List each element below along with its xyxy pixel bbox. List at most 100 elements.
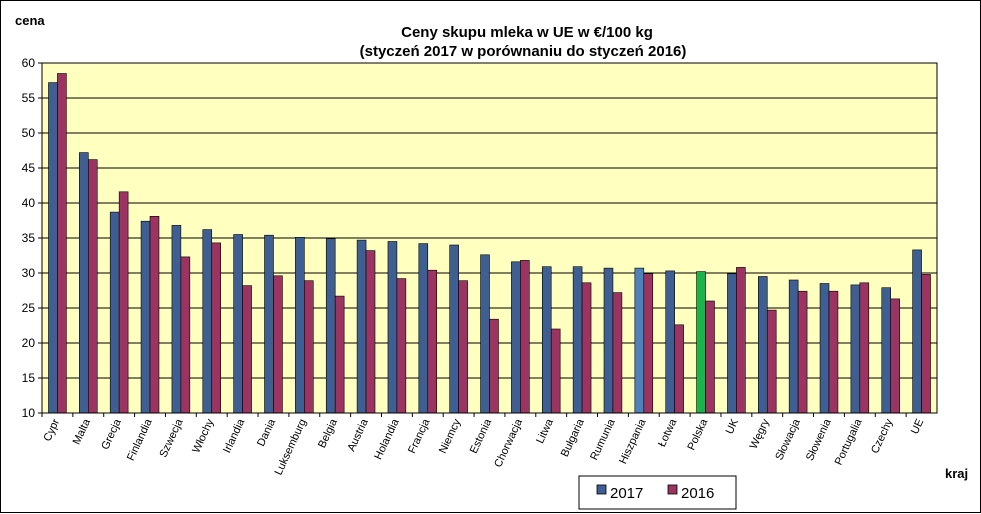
bar-2016-4 <box>149 216 160 414</box>
bar-2016-5 <box>180 256 191 414</box>
x-category-label: Luksemburg <box>273 417 309 477</box>
bar-2017-22 <box>696 271 706 414</box>
x-category-label: Litwa <box>534 416 556 445</box>
x-category-label: Estonia <box>468 416 495 455</box>
x-category-label: Dania <box>255 416 278 448</box>
bar-2016-10 <box>334 295 345 414</box>
x-category-label: Hiszpania <box>617 416 649 466</box>
bar-2017-5 <box>171 225 182 414</box>
bar-2016-29 <box>921 274 931 414</box>
x-category-label: Rumunia <box>588 416 618 462</box>
y-tick-label: 55 <box>22 91 36 105</box>
y-tick-label: 10 <box>22 406 36 420</box>
bar-2016-26 <box>828 290 839 414</box>
x-category-label: Włochy <box>190 417 216 455</box>
bar-2017-29 <box>912 249 922 414</box>
x-category-label: Portugalia <box>833 416 865 467</box>
x-axis-title: kraj <box>945 466 968 481</box>
bar-2016-18 <box>581 282 592 414</box>
bar-2016-3 <box>118 191 129 414</box>
x-category-label: Holandia <box>372 416 402 461</box>
x-category-label: Czechy <box>869 417 896 456</box>
bar-2017-28 <box>881 287 892 414</box>
bar-2017-26 <box>819 283 830 414</box>
bar-2017-27 <box>850 284 861 414</box>
bar-2017-21 <box>665 270 675 414</box>
bar-2016-7 <box>242 285 252 414</box>
bar-2016-13 <box>427 269 438 414</box>
bar-2016-9 <box>304 280 314 414</box>
x-category-label: Łotwa <box>656 416 680 448</box>
y-tick-label: 45 <box>22 161 36 175</box>
x-category-label: Chorwacja <box>492 416 525 469</box>
bar-2016-19 <box>612 292 623 414</box>
y-tick-label: 25 <box>22 301 36 315</box>
y-tick-label: 40 <box>22 196 36 210</box>
x-category-label: Węgry <box>748 417 773 451</box>
x-category-label: Belgia <box>316 416 340 450</box>
x-category-label: Niemcy <box>437 417 464 456</box>
bar-2017-9 <box>295 237 305 414</box>
x-category-label: Austria <box>345 416 371 453</box>
bar-2016-6 <box>211 242 221 414</box>
bar-2017-20 <box>634 267 645 414</box>
bar-2016-21 <box>674 324 684 414</box>
bar-2016-25 <box>797 290 808 414</box>
legend-swatch-2016 <box>667 484 678 495</box>
bar-2016-14 <box>458 280 468 414</box>
bar-2017-19 <box>603 267 614 414</box>
y-axis-ticks: 10 15 20 25 30 35 40 45 50 55 60 <box>22 56 42 420</box>
bar-2017-15 <box>480 254 490 414</box>
legend-label-2017: 2017 <box>610 485 643 502</box>
bar-2017-17 <box>541 266 552 414</box>
y-tick-label: 30 <box>22 266 36 280</box>
bar-2017-2 <box>79 152 89 414</box>
y-tick-label: 35 <box>22 231 36 245</box>
bar-2016-24 <box>766 309 777 414</box>
bar-2017-24 <box>758 276 768 414</box>
bar-2016-12 <box>396 278 407 414</box>
bars <box>48 73 931 414</box>
y-tick-label: 60 <box>22 56 36 70</box>
bar-2016-16 <box>520 260 530 414</box>
x-category-label: Finlandia <box>125 416 155 462</box>
bar-2016-15 <box>489 318 499 414</box>
bar-2017-11 <box>356 239 367 414</box>
x-category-label: UK <box>724 417 742 437</box>
y-tick-label: 15 <box>22 371 36 385</box>
bar-2017-1 <box>48 82 58 414</box>
bar-2017-7 <box>233 234 243 414</box>
bar-2017-23 <box>727 273 737 414</box>
bar-2016-11 <box>365 250 376 414</box>
bar-2017-6 <box>202 229 213 414</box>
x-category-label: Grecja <box>99 416 124 451</box>
bar-2017-14 <box>449 244 459 414</box>
bar-2017-25 <box>788 279 799 414</box>
bar-2016-20 <box>643 273 654 414</box>
bar-2017-8 <box>264 234 274 414</box>
x-category-label: Cypr <box>41 417 62 443</box>
bar-2016-22 <box>705 300 715 414</box>
bar-2017-3 <box>109 211 120 414</box>
bar-2017-12 <box>387 241 398 414</box>
x-category-label: Malta <box>71 416 94 446</box>
bar-2016-1 <box>57 73 67 414</box>
bar-2016-2 <box>87 159 98 414</box>
y-axis-title: cena <box>15 13 45 28</box>
x-category-label: Słowenia <box>804 416 834 462</box>
bar-2016-23 <box>736 267 746 414</box>
x-category-label: Słowacja <box>773 416 803 462</box>
x-category-label: Bułgaria <box>559 416 587 458</box>
x-category-label: Polska <box>685 416 710 452</box>
legend-label-2016: 2016 <box>681 485 714 502</box>
x-category-label: UE <box>909 417 926 436</box>
legend: 2017 2016 <box>578 475 737 510</box>
x-axis-labels: Cypr Malta Grecja Finlandia Szwecja Włochy Irl… <box>41 413 926 477</box>
bar-2017-13 <box>418 243 429 414</box>
bar-2016-8 <box>273 275 283 414</box>
bar-2016-17 <box>550 328 561 414</box>
bar-2017-4 <box>140 220 151 414</box>
bar-2016-28 <box>890 298 900 414</box>
